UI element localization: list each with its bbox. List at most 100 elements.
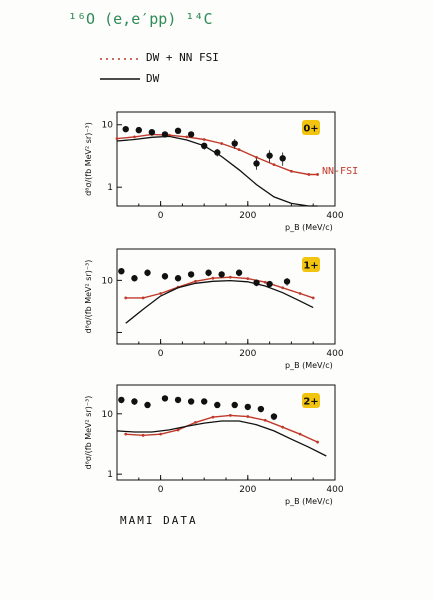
series-marker-nnfsi xyxy=(246,415,250,418)
data-point xyxy=(201,142,208,150)
x-tick-label: 0 xyxy=(158,211,164,221)
data-point xyxy=(144,401,151,409)
legend-label-nnfsi: DW + NN FSI xyxy=(146,51,219,64)
data-point xyxy=(201,398,208,405)
data-point xyxy=(266,280,273,288)
data-point xyxy=(187,131,195,138)
footer-label: MAMI DATA xyxy=(120,514,198,527)
series-marker-nnfsi xyxy=(211,415,215,419)
data-point xyxy=(231,401,238,409)
series-marker-nnfsi xyxy=(185,135,189,139)
series-marker-nnfsi xyxy=(255,156,258,159)
x-tick-label: 0 xyxy=(158,349,164,359)
series-marker-nnfsi xyxy=(228,275,232,279)
series-marker-nnfsi xyxy=(220,142,224,145)
series-marker-nnfsi xyxy=(290,169,293,173)
series-line-nnfsi xyxy=(125,414,318,443)
data-point xyxy=(131,275,138,282)
series-marker-nnfsi xyxy=(228,414,232,417)
nn-fsi-annotation: NN-FSI xyxy=(322,166,359,177)
state-badge-bg xyxy=(302,120,320,135)
data-point xyxy=(279,155,286,162)
x-tick-label: 200 xyxy=(239,211,256,221)
series-marker-nnfsi xyxy=(211,276,215,280)
y-axis-label: d⁸σ/(fb MeV² sr)⁻³) xyxy=(84,122,93,196)
data-point xyxy=(135,126,142,134)
x-tick-label: 0 xyxy=(158,485,164,495)
data-point xyxy=(205,269,212,276)
series-marker-nnfsi xyxy=(281,425,285,429)
data-point xyxy=(118,396,125,404)
series-marker-nnfsi xyxy=(272,163,276,167)
data-point xyxy=(118,267,125,275)
data-point xyxy=(161,131,169,138)
series-marker-nnfsi xyxy=(141,433,145,437)
data-point xyxy=(266,152,273,159)
chart-panel-1: 0 200 400 10 p_B (MeV/c) d⁸σ/(fb MeV² sr)⁻³) 1… xyxy=(84,248,344,370)
y-tick-label: 1 xyxy=(107,470,113,480)
series-line-dw xyxy=(116,420,327,457)
series-marker-nnfsi xyxy=(263,280,267,284)
data-point xyxy=(187,271,195,278)
data-point xyxy=(122,125,129,133)
data-point xyxy=(187,398,195,405)
state-badge-bg xyxy=(302,393,320,408)
data-point xyxy=(214,401,221,409)
data-point xyxy=(174,127,182,134)
data-point xyxy=(231,140,238,147)
series-marker-nnfsi xyxy=(159,432,163,436)
series-marker-nnfsi xyxy=(124,432,128,436)
series-marker-nnfsi xyxy=(159,292,163,295)
data-point xyxy=(283,278,291,285)
data-point xyxy=(161,395,169,402)
x-axis-label: p_B (MeV/c) xyxy=(285,497,333,506)
y-tick-label: 1 xyxy=(107,183,113,193)
series-line-dw xyxy=(125,279,314,324)
data-point xyxy=(148,128,156,136)
series-marker-nnfsi xyxy=(298,432,302,436)
y-axis-label: d⁸σ/(fb MeV² sr)⁻³) xyxy=(84,260,93,334)
x-axis-label: p_B (MeV/c) xyxy=(285,223,333,232)
data-point xyxy=(214,149,221,156)
series-marker-nnfsi xyxy=(194,279,197,283)
series-marker-nnfsi xyxy=(194,421,197,424)
legend-label-dw: DW xyxy=(146,72,160,85)
state-badge: 2+ xyxy=(303,397,318,408)
y-tick-label: 10 xyxy=(102,410,114,420)
series-marker-nnfsi xyxy=(141,296,145,300)
x-tick-label: 400 xyxy=(326,485,343,495)
data-point xyxy=(144,269,151,276)
data-point xyxy=(257,405,265,413)
data-point xyxy=(244,403,251,411)
y-tick-label: 10 xyxy=(102,276,114,286)
series-marker-nnfsi xyxy=(176,428,180,432)
chart-panel-2: 0 200 400 1 10 p_B (MeV/c) d⁸σ/(fb MeV² sr)⁻³)… xyxy=(84,384,344,506)
series-marker-nnfsi xyxy=(311,296,315,300)
x-tick-label: 200 xyxy=(239,485,256,495)
x-tick-label: 200 xyxy=(239,349,256,359)
state-badge-bg xyxy=(302,257,320,272)
x-tick-label: 400 xyxy=(326,211,343,221)
data-point xyxy=(253,160,260,167)
data-point xyxy=(218,271,225,278)
state-badge: 1+ xyxy=(303,261,318,272)
series-marker-nnfsi xyxy=(316,173,319,176)
series-marker-nnfsi xyxy=(202,138,206,141)
data-point xyxy=(131,398,138,405)
series-marker-nnfsi xyxy=(307,173,311,176)
state-badge: 0+ xyxy=(303,124,318,135)
data-point xyxy=(270,413,278,420)
series-line-dw xyxy=(116,135,318,207)
x-axis-label: p_B (MeV/c) xyxy=(285,361,333,370)
data-point xyxy=(174,275,182,282)
x-tick-label: 400 xyxy=(326,349,343,359)
data-point xyxy=(174,396,182,404)
data-point xyxy=(235,269,243,276)
data-point xyxy=(161,273,169,280)
series-marker-nnfsi xyxy=(263,418,267,422)
series-marker-nnfsi xyxy=(246,277,250,281)
series-marker-nnfsi xyxy=(298,292,302,295)
series-marker-nnfsi xyxy=(124,296,128,300)
series-marker-nnfsi xyxy=(316,440,319,444)
